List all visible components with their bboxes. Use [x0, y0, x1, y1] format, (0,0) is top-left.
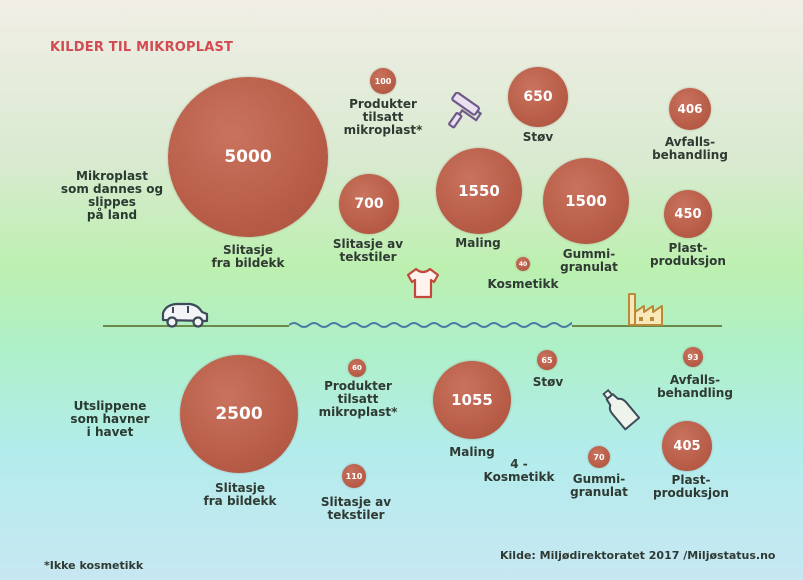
- label-sea-textiles: Slitasje av tekstiler: [320, 495, 392, 522]
- label-land-paint: Maling: [455, 236, 501, 250]
- bubble-land-tire-wear: 5000: [168, 77, 328, 237]
- paint-roller-icon: [448, 92, 482, 129]
- label-land-dust: Støv: [522, 130, 554, 144]
- label-sea-paint: Maling: [449, 445, 495, 459]
- label-sea-waste: Avfalls-behandling: [657, 373, 733, 400]
- bubble-land-plastic: 450: [664, 190, 712, 238]
- label-sea-rubber: Gummi-granulat: [570, 472, 628, 499]
- label-land-textiles: Slitasje av tekstiler: [332, 237, 404, 264]
- bubble-sea-tire-wear: 2500: [180, 355, 298, 473]
- source-credit: Kilde: Miljødirektoratet 2017 /Miljøstat…: [500, 549, 776, 562]
- bubble-land-textiles: 700: [339, 174, 399, 234]
- label-land-tire-wear: Slitasje fra bildekk: [211, 243, 285, 270]
- bubble-sea-plastic: 405: [662, 421, 712, 471]
- label-land-waste: Avfalls-behandling: [652, 135, 728, 162]
- bubble-sea-textiles: 110: [342, 464, 366, 488]
- bubble-sea-dust: 65: [537, 350, 557, 370]
- sea-heading: Utslippene som havner i havet: [70, 399, 150, 439]
- label-sea-cosmetics: 4 - Kosmetikk: [483, 457, 555, 484]
- label-land-rubber: Gummi-granulat: [560, 247, 618, 274]
- label-land-plastic: Plast-produksjon: [650, 241, 726, 268]
- bubble-sea-paint: 1055: [433, 361, 511, 439]
- label-sea-plastic: Plast-produksjon: [653, 473, 729, 500]
- ground-line-right: [572, 325, 722, 327]
- tshirt-icon: [406, 267, 440, 299]
- water-wave-line: [289, 322, 572, 328]
- bubble-sea-waste: 93: [683, 347, 703, 367]
- bottle-icon: [602, 388, 641, 431]
- label-land-cosmetics: Kosmetikk: [487, 277, 559, 291]
- label-sea-tire-wear: Slitasje fra bildekk: [203, 481, 277, 508]
- bubble-land-paint: 1550: [436, 148, 522, 234]
- bubble-sea-products: 60: [348, 359, 366, 377]
- label-sea-dust: Støv: [532, 375, 564, 389]
- bubble-land-dust: 650: [508, 67, 568, 127]
- bubble-land-cosmetics: 40: [516, 257, 530, 271]
- factory-icon: [628, 293, 663, 326]
- label-sea-products: Produkter tilsatt mikroplast*: [318, 379, 398, 419]
- bubble-sea-rubber: 70: [588, 446, 610, 468]
- bubble-land-waste: 406: [669, 88, 711, 130]
- page-title: KILDER TIL MIKROPLAST: [50, 40, 234, 55]
- bubble-land-products: 100: [370, 68, 396, 94]
- car-icon: [161, 302, 209, 328]
- land-heading: Mikroplast som dannes og slippes på land: [60, 169, 164, 222]
- bubble-land-rubber: 1500: [543, 158, 629, 244]
- footnote: *Ikke kosmetikk: [44, 559, 144, 572]
- label-land-products: Produkter tilsatt mikroplast*: [343, 97, 423, 137]
